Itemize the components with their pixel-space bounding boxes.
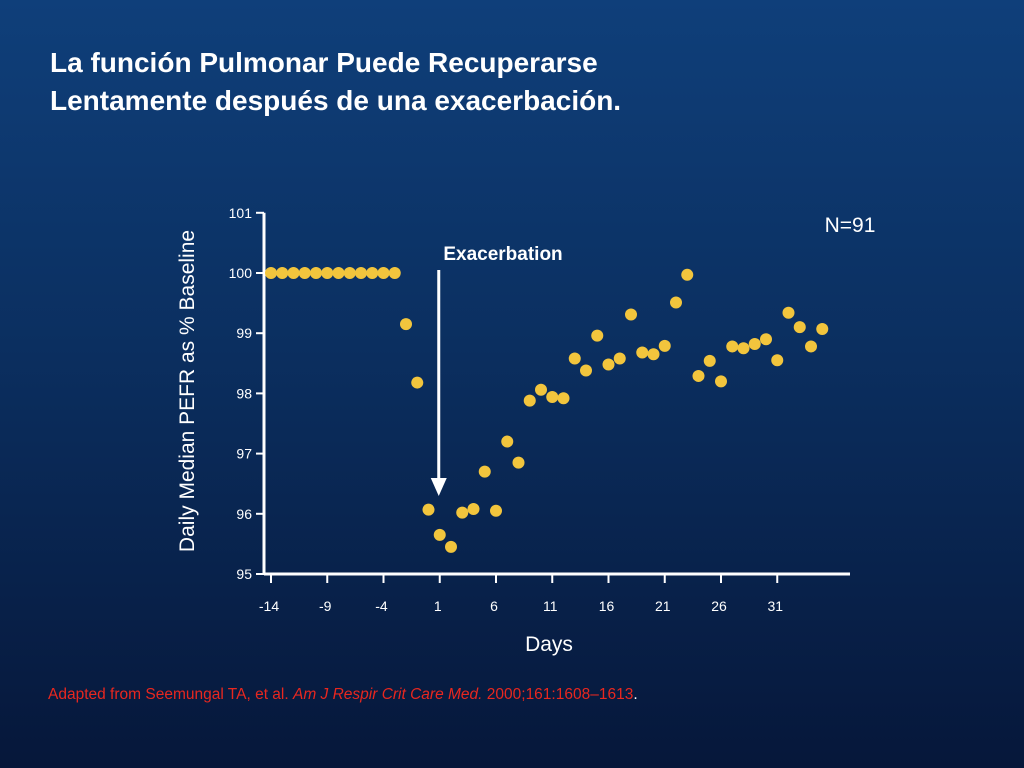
data-point [715,375,727,388]
x-tick-label: 6 [490,598,498,614]
data-point [625,308,637,321]
data-point [681,268,694,281]
data-point [782,306,795,319]
x-tick-label: 11 [543,598,558,614]
data-point [535,383,547,396]
y-tick-label: 95 [236,566,252,582]
data-point [591,329,604,342]
data-point [737,342,750,355]
data-point [557,392,570,405]
data-point [748,338,761,351]
x-tick-label: 21 [655,598,671,614]
data-point [287,267,300,279]
data-point [298,267,311,279]
x-tick-label: 31 [767,598,783,614]
data-point [523,394,536,407]
data-point [400,318,412,331]
y-tick-label: 100 [229,265,253,281]
data-point [647,348,660,361]
x-tick-label: 16 [599,598,615,614]
data-point [265,267,277,279]
data-point [670,296,682,309]
data-point [602,358,615,371]
data-point [636,346,649,359]
data-point [771,354,784,367]
x-axis-title: Days [525,633,573,656]
data-point [546,391,559,404]
y-axis-title: Daily Median PEFR as % Baseline [176,230,199,552]
data-point [366,267,379,279]
data-point [658,339,671,352]
data-point [568,352,581,365]
data-point [726,340,739,353]
slide-title: La función Pulmonar Puede Recuperarse Le… [50,44,950,120]
data-point [478,465,491,478]
x-tick-label: -14 [259,598,279,614]
y-tick-label: 99 [236,325,252,341]
data-point [321,267,334,279]
x-tick-label: 1 [434,598,442,614]
x-tick-label: -9 [319,598,332,614]
data-point [467,502,480,515]
data-point [501,435,514,448]
data-point [456,506,469,519]
data-point [388,267,401,279]
title-line-2: Lentamente después de una exacerbación. [50,85,622,116]
chart-axes [256,211,850,583]
data-point [422,503,435,516]
data-point [692,369,705,382]
data-point [310,267,322,279]
y-tick-label: 97 [236,446,252,462]
citation-suffix: 2000;161:1608–1613 [482,686,634,703]
data-point [332,267,345,279]
data-point [613,352,626,365]
data-point [343,267,356,279]
data-point [490,504,502,517]
citation-journal: Am J Respir Crit Care Med. [292,686,483,703]
data-point [760,333,772,346]
data-point [377,267,390,279]
citation-end: . [633,686,638,703]
data-point [805,340,817,353]
exacerbation-arrow-head [430,478,447,496]
citation: Adapted from Seemungal TA, et al. Am J R… [48,686,638,704]
x-tick-label: 26 [711,598,727,614]
data-point [276,267,289,279]
data-point [355,267,367,279]
citation-prefix: Adapted from Seemungal TA, et al. [48,686,293,703]
chart-points [265,267,829,553]
data-point [445,540,457,553]
data-point [512,456,525,469]
x-tick-label: -4 [375,598,388,614]
data-point [793,321,806,334]
data-point [411,376,424,389]
data-point [580,364,592,377]
title-line-1: La función Pulmonar Puede Recuperarse [50,47,598,78]
y-tick-label: 101 [229,205,253,221]
data-point [816,322,829,335]
y-tick-label: 98 [236,385,252,401]
n-label: N=91 [825,214,876,237]
exacerbation-label: Exacerbation [443,244,562,265]
data-point [433,528,446,541]
data-point [703,354,716,367]
y-tick-label: 96 [236,506,252,522]
